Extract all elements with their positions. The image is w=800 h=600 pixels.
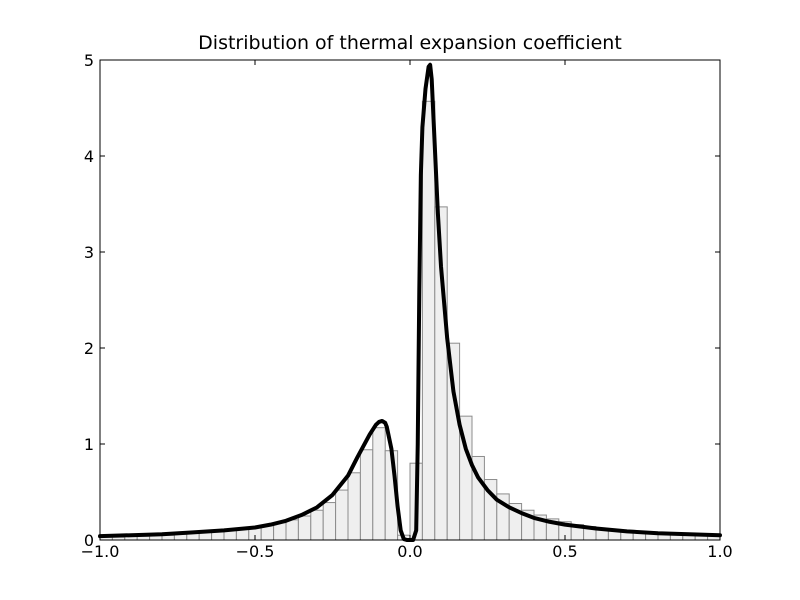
histogram-bars [99,100,721,541]
y-tick-label: 4 [84,147,94,166]
x-tick-label: 0.5 [552,542,577,561]
x-tick-label: 0.0 [397,542,422,561]
axis-ticks [99,59,721,541]
x-tick-label: −1.0 [81,542,120,561]
histogram-bar [421,100,436,541]
histogram-bar [297,515,312,541]
histogram-bar [446,342,461,541]
y-tick-label: 2 [84,339,94,358]
y-tick-label: 5 [84,51,94,70]
x-tick-label: 1.0 [707,542,732,561]
chart-title: Distribution of thermal expansion coeffi… [198,32,622,54]
histogram-bar [322,502,337,541]
histogram-bar [310,509,324,541]
histogram-bar [372,427,386,541]
histogram-bar [347,472,361,541]
x-tick-label: −0.5 [236,542,275,561]
histogram-bar [359,449,374,541]
histogram-bar [285,519,299,541]
axis-tick-labels: −1.0 −0.5 0.0 0.5 1.0 0 1 2 3 4 5 [81,51,733,561]
histogram-bar [335,489,349,541]
density-curve-layer [98,62,722,542]
y-tick-label: 1 [84,435,94,454]
y-tick-label: 0 [84,531,94,550]
y-tick-label: 3 [84,243,94,262]
density-curve [98,62,722,542]
